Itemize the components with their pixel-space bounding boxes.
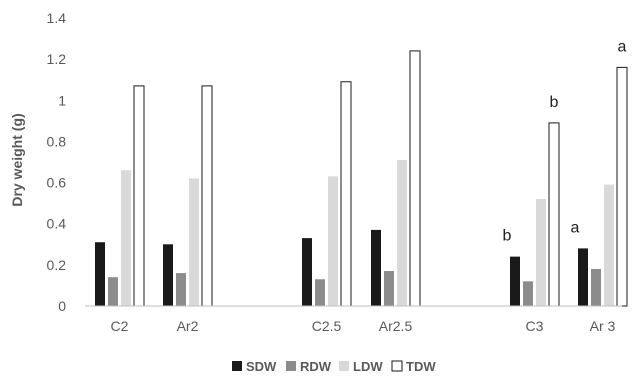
y-tick-label: 1.4: [47, 10, 67, 26]
bar-tdw-ar3: [616, 66, 628, 307]
legend-swatch: [391, 360, 403, 372]
x-category-label: C3: [526, 318, 544, 334]
bar-sdw-ar3: [578, 248, 588, 306]
y-tick-label: 1.2: [47, 51, 67, 67]
legend-label: SDW: [246, 359, 277, 374]
y-axis-label: Dry weight (g): [9, 113, 25, 206]
y-tick-label: 0.4: [47, 216, 67, 232]
significance-label: a: [571, 219, 580, 236]
annotations: b b a a: [503, 38, 627, 244]
y-tick-label: 0.6: [47, 175, 67, 191]
legend-swatch: [232, 361, 242, 371]
x-category-label: Ar 3: [590, 318, 616, 334]
significance-label: b: [503, 228, 512, 245]
bar-sdw-c3: [510, 256, 520, 306]
bars: [95, 50, 628, 307]
bar-rdw-c2: [108, 277, 118, 306]
y-tick-label: 0: [58, 298, 66, 314]
bar-ldw-ar2.5: [397, 159, 407, 306]
bar-ldw-c2.5: [328, 176, 338, 306]
bar-ldw-c3: [536, 199, 546, 306]
significance-label: a: [618, 38, 627, 55]
bar-tdw-c2: [133, 85, 145, 307]
y-tick-label: 1: [58, 92, 66, 108]
bar-sdw-ar2: [163, 244, 173, 306]
legend-swatch: [339, 361, 349, 371]
legend-label: LDW: [353, 359, 383, 374]
y-tick-label: 0.2: [47, 257, 67, 273]
bar-sdw-ar2.5: [371, 229, 381, 306]
bar-tdw-c2.5: [340, 81, 352, 307]
legend-swatch: [286, 361, 296, 371]
bar-rdw-ar2: [176, 273, 186, 306]
x-category-label: Ar2.5: [379, 318, 413, 334]
bar-sdw-c2: [95, 242, 105, 306]
x-category-label: C2.5: [312, 318, 342, 334]
bar-ldw-ar3: [604, 184, 614, 306]
bar-rdw-ar3: [591, 268, 601, 306]
bar-tdw-ar2.5: [409, 50, 421, 307]
bar-sdw-c2.5: [302, 238, 312, 306]
bar-rdw-ar2.5: [384, 271, 394, 306]
legend-label: TDW: [406, 359, 436, 374]
x-axis-categories: C2 Ar2 C2.5 Ar2.5 C3 Ar 3: [111, 318, 616, 334]
y-axis-ticks: 0 0.2 0.4 0.6 0.8 1 1.2 1.4: [47, 10, 67, 314]
bar-rdw-c2.5: [315, 279, 325, 306]
bar-tdw-c3: [548, 122, 560, 307]
bar-rdw-c3: [523, 281, 533, 306]
bar-ldw-c2: [121, 170, 131, 306]
y-tick-label: 0.8: [47, 133, 67, 149]
legend: SDW RDW LDW TDW: [232, 359, 436, 374]
x-category-label: Ar2: [177, 318, 199, 334]
bar-tdw-ar2: [201, 85, 213, 307]
x-category-label: C2: [111, 318, 129, 334]
bar-ldw-ar2: [189, 178, 199, 306]
significance-label: b: [550, 94, 559, 111]
legend-label: RDW: [300, 359, 332, 374]
